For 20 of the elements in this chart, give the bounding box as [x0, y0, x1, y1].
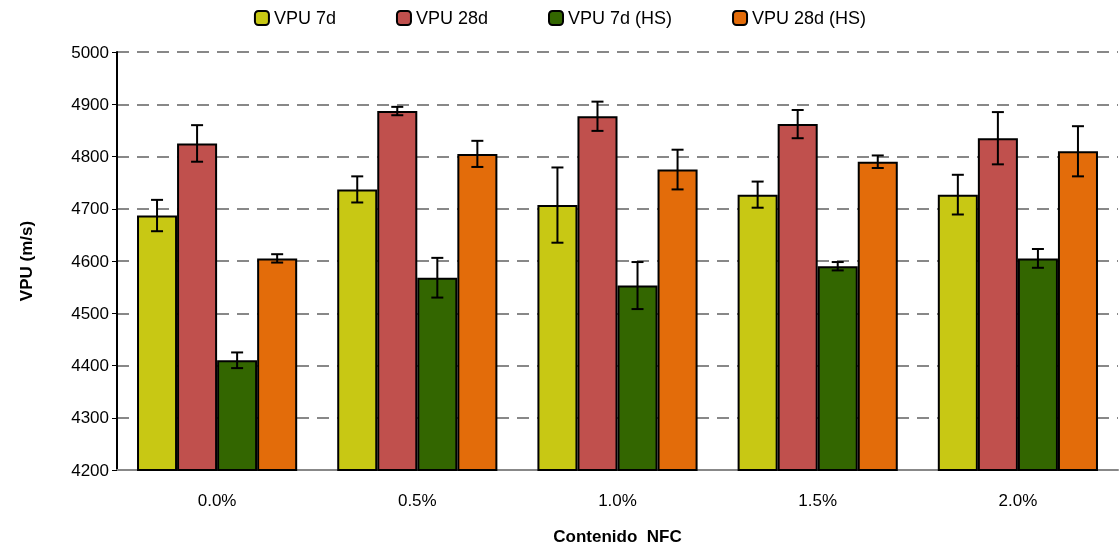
legend-label: VPU 28d (HS)	[752, 8, 867, 28]
y-tick-label: 4700	[71, 199, 109, 219]
y-tick-label: 4200	[71, 460, 109, 480]
x-tick-label: 1.0%	[598, 491, 637, 510]
y-tick-label: 4300	[71, 408, 109, 428]
y-tick-label: 4600	[71, 251, 109, 271]
legend-label: VPU 28d	[415, 8, 489, 28]
y-tick-label: 4500	[71, 303, 109, 323]
x-tick-label: 2.0%	[998, 491, 1038, 510]
legend-label: VPU 7d (HS)	[568, 8, 673, 28]
x-tick-label: 1.5%	[798, 491, 838, 510]
y-tick-label: 4800	[71, 147, 109, 166]
x-tick-label: 0.5%	[397, 491, 437, 510]
y-tick-label: 4900	[71, 94, 109, 114]
y-tick-label: 4400	[71, 356, 109, 375]
x-tick-label: 0.0%	[197, 491, 237, 510]
y-axis-title: VPU (m/s)	[17, 220, 36, 302]
y-tick-label: 5000	[71, 42, 109, 62]
legend-label: VPU 7d	[273, 8, 336, 28]
x-axis-title: Contenido NFC	[553, 527, 682, 546]
